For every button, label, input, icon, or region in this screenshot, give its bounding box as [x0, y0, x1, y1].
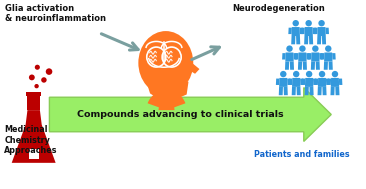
Polygon shape	[317, 36, 321, 44]
Polygon shape	[304, 36, 308, 44]
Polygon shape	[294, 53, 297, 60]
Polygon shape	[190, 64, 199, 74]
Polygon shape	[302, 79, 305, 85]
Polygon shape	[301, 28, 305, 34]
Polygon shape	[300, 28, 303, 34]
Polygon shape	[325, 28, 329, 34]
Polygon shape	[298, 61, 302, 70]
Polygon shape	[308, 53, 311, 60]
Text: Glia activation
& neuroinflammation: Glia activation & neuroinflammation	[5, 4, 107, 23]
Polygon shape	[329, 61, 333, 70]
Circle shape	[306, 20, 312, 26]
Polygon shape	[322, 87, 326, 95]
Circle shape	[299, 45, 306, 52]
Polygon shape	[284, 87, 288, 95]
Polygon shape	[300, 79, 304, 85]
Text: Neurodegeneration: Neurodegeneration	[232, 4, 325, 13]
Text: Medicinal
Chemistry
Approaches: Medicinal Chemistry Approaches	[4, 125, 58, 155]
Polygon shape	[27, 96, 40, 110]
Circle shape	[46, 68, 52, 75]
Polygon shape	[328, 79, 331, 85]
Ellipse shape	[138, 31, 193, 95]
Polygon shape	[315, 61, 320, 70]
Polygon shape	[331, 78, 339, 87]
Circle shape	[319, 71, 325, 77]
Polygon shape	[279, 87, 283, 95]
Polygon shape	[296, 87, 301, 95]
Polygon shape	[292, 27, 300, 36]
Polygon shape	[296, 36, 300, 44]
Polygon shape	[279, 78, 287, 87]
Polygon shape	[314, 28, 318, 34]
Polygon shape	[292, 78, 300, 87]
Polygon shape	[292, 87, 296, 95]
Polygon shape	[317, 27, 326, 36]
Circle shape	[280, 71, 287, 77]
Polygon shape	[313, 28, 316, 34]
Polygon shape	[26, 92, 41, 96]
Polygon shape	[290, 61, 294, 70]
Polygon shape	[322, 36, 326, 44]
Polygon shape	[295, 53, 299, 60]
Polygon shape	[158, 100, 175, 110]
Polygon shape	[298, 53, 307, 61]
Polygon shape	[330, 87, 335, 95]
Polygon shape	[319, 53, 323, 60]
Polygon shape	[332, 53, 336, 60]
Circle shape	[332, 71, 338, 77]
Polygon shape	[318, 78, 326, 87]
Polygon shape	[309, 87, 314, 95]
Polygon shape	[305, 27, 313, 36]
Polygon shape	[315, 79, 318, 85]
Polygon shape	[324, 53, 332, 61]
Polygon shape	[311, 61, 315, 70]
Polygon shape	[326, 79, 329, 85]
Polygon shape	[291, 36, 295, 44]
Circle shape	[325, 45, 332, 52]
Polygon shape	[303, 61, 307, 70]
Polygon shape	[306, 53, 310, 60]
Circle shape	[312, 45, 318, 52]
Polygon shape	[311, 53, 320, 61]
Circle shape	[306, 71, 312, 77]
Polygon shape	[146, 82, 188, 101]
Polygon shape	[335, 87, 340, 95]
Ellipse shape	[147, 46, 180, 68]
Polygon shape	[49, 88, 331, 141]
Polygon shape	[305, 87, 309, 95]
Circle shape	[286, 45, 293, 52]
Polygon shape	[288, 28, 292, 34]
Text: Patients and families: Patients and families	[254, 150, 350, 159]
Polygon shape	[321, 53, 324, 60]
Circle shape	[318, 20, 325, 26]
Polygon shape	[285, 53, 294, 61]
Polygon shape	[285, 61, 289, 70]
Polygon shape	[313, 79, 317, 85]
Circle shape	[34, 84, 39, 88]
Circle shape	[29, 74, 35, 80]
Polygon shape	[29, 149, 39, 159]
Wedge shape	[147, 90, 186, 110]
Polygon shape	[305, 78, 313, 87]
Circle shape	[292, 20, 299, 26]
Polygon shape	[12, 110, 56, 163]
Text: Compounds advancing to clinical trials: Compounds advancing to clinical trials	[77, 110, 284, 119]
Polygon shape	[318, 87, 322, 95]
Polygon shape	[324, 61, 328, 70]
Polygon shape	[309, 36, 313, 44]
Polygon shape	[287, 79, 291, 85]
Polygon shape	[276, 79, 279, 85]
Circle shape	[35, 65, 40, 70]
Circle shape	[293, 71, 299, 77]
Polygon shape	[289, 79, 292, 85]
Polygon shape	[339, 79, 342, 85]
Polygon shape	[282, 53, 285, 60]
Circle shape	[41, 77, 47, 83]
